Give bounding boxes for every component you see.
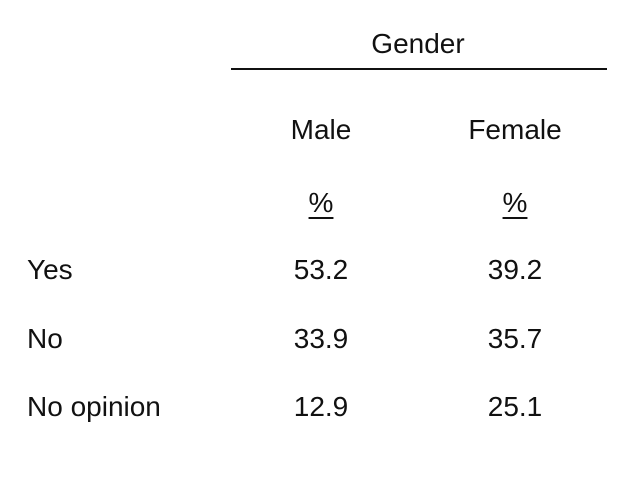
- unit-label-male: %: [308, 187, 334, 218]
- cell-no-male: 33.9: [293, 323, 349, 354]
- cell-yes-female: 39.2: [487, 254, 543, 285]
- unit-label-female: %: [502, 187, 528, 218]
- row-label-no-opinion: No opinion: [27, 391, 161, 422]
- row-label-yes: Yes: [27, 254, 73, 285]
- cell-no-female: 35.7: [487, 323, 543, 354]
- cell-yes-male: 53.2: [293, 254, 349, 285]
- cell-no-opinion-male: 12.9: [293, 391, 349, 422]
- column-header-female: Female: [468, 114, 562, 145]
- row-label-no: No: [27, 323, 63, 354]
- cell-no-opinion-female: 25.1: [487, 391, 543, 422]
- column-header-male: Male: [290, 114, 352, 145]
- group-header-gender: Gender: [371, 28, 465, 59]
- group-header-rule: [231, 68, 607, 70]
